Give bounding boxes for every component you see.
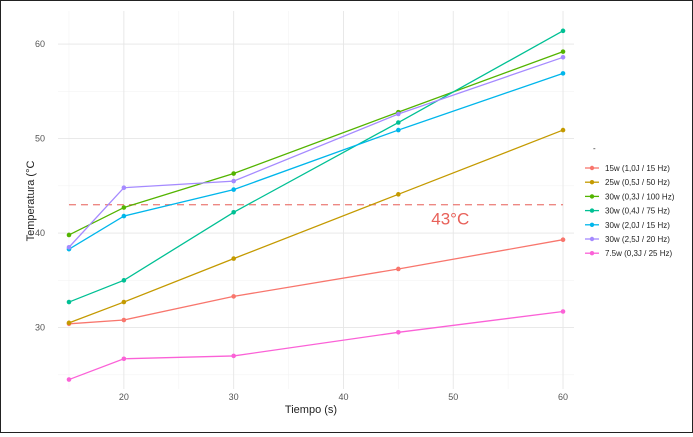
axis-ticks: 20 30 40 50 60 30 40 50 60 xyxy=(35,39,568,402)
series-line xyxy=(68,30,564,303)
legend: - 15w (1,0J / 15 Hz) 25w (0,5J / 50 Hz) 30… xyxy=(585,144,675,258)
legend-swatch-point xyxy=(589,236,595,242)
data-point xyxy=(121,299,127,305)
legend-label: 30w (2,0J / 15 Hz) xyxy=(605,221,670,230)
series-group xyxy=(66,28,566,382)
data-point xyxy=(396,192,401,197)
data-point xyxy=(66,244,72,250)
legend-swatch-point xyxy=(589,194,595,199)
series-line xyxy=(68,239,564,325)
data-point xyxy=(121,278,127,283)
data-point xyxy=(121,356,127,362)
x-tick-label: 30 xyxy=(229,392,239,402)
y-axis-title: Temperatura (°C xyxy=(25,161,37,242)
legend-item: 7.5w (0,3J / 25 Hz) xyxy=(585,249,672,258)
series-3 xyxy=(66,49,566,238)
series-2 xyxy=(66,127,566,326)
y-tick-label: 50 xyxy=(35,134,45,144)
data-point xyxy=(560,49,566,54)
data-point xyxy=(231,178,236,184)
data-point xyxy=(396,111,401,117)
legend-label: 30w (2,5J / 20 Hz) xyxy=(605,235,670,244)
data-point xyxy=(396,266,401,272)
data-point xyxy=(66,299,72,305)
data-point xyxy=(396,330,401,335)
y-tick-label: 40 xyxy=(35,228,45,238)
data-point xyxy=(231,209,236,215)
series-line xyxy=(68,129,564,324)
legend-item: 30w (2,0J / 15 Hz) xyxy=(585,221,670,230)
legend-label: 30w (0,4J / 75 Hz) xyxy=(605,207,670,216)
legend-label: 30w (0,3J / 100 Hz) xyxy=(605,192,675,201)
legend-item: 30w (2,5J / 20 Hz) xyxy=(585,235,670,244)
legend-label: 25w (0,5J / 50 Hz) xyxy=(605,178,670,187)
legend-item: 25w (0,5J / 50 Hz) xyxy=(585,178,670,187)
data-point xyxy=(560,28,566,34)
legend-swatch-point xyxy=(589,251,595,256)
series-5 xyxy=(66,71,566,252)
data-point xyxy=(121,185,127,191)
data-point xyxy=(121,213,127,219)
data-point xyxy=(560,55,566,60)
data-point xyxy=(560,237,566,242)
series-7 xyxy=(66,309,566,382)
data-point xyxy=(66,232,72,238)
series-6 xyxy=(66,55,566,250)
series-line xyxy=(68,310,564,381)
data-point xyxy=(231,256,236,261)
legend-swatch-point xyxy=(589,180,595,185)
series-1 xyxy=(66,237,566,327)
data-point xyxy=(121,205,127,210)
legend-swatch-point xyxy=(589,165,595,171)
data-point xyxy=(231,171,236,176)
y-tick-label: 30 xyxy=(35,323,45,333)
data-point xyxy=(66,320,72,326)
series-line xyxy=(68,72,564,250)
x-tick-label: 40 xyxy=(338,392,348,402)
y-tick-label: 60 xyxy=(35,39,45,49)
x-tick-label: 20 xyxy=(119,392,129,402)
legend-swatch-point xyxy=(589,208,595,213)
x-axis-title: Tiempo (s) xyxy=(285,404,337,416)
data-point xyxy=(121,317,127,323)
legend-label: 15w (1,0J / 15 Hz) xyxy=(605,164,670,173)
reference-line-label: 43°C xyxy=(431,210,469,229)
data-point xyxy=(560,71,566,76)
series-line xyxy=(68,56,564,248)
data-point xyxy=(560,309,566,314)
series-4 xyxy=(66,28,566,305)
data-point xyxy=(66,377,72,382)
legend-item: 15w (1,0J / 15 Hz) xyxy=(585,164,670,173)
x-tick-label: 50 xyxy=(448,392,458,402)
data-point xyxy=(231,187,236,192)
data-point xyxy=(231,294,236,299)
legend-swatch-point xyxy=(589,222,595,227)
series-line xyxy=(68,51,564,236)
data-point xyxy=(231,353,236,359)
legend-item: 30w (0,4J / 75 Hz) xyxy=(585,207,670,216)
data-point xyxy=(396,127,401,133)
data-point xyxy=(396,120,401,125)
data-point xyxy=(560,127,566,133)
legend-title: - xyxy=(593,144,596,153)
x-tick-label: 60 xyxy=(558,392,568,402)
legend-label: 7.5w (0,3J / 25 Hz) xyxy=(605,249,672,258)
legend-item: 30w (0,3J / 100 Hz) xyxy=(585,192,675,201)
